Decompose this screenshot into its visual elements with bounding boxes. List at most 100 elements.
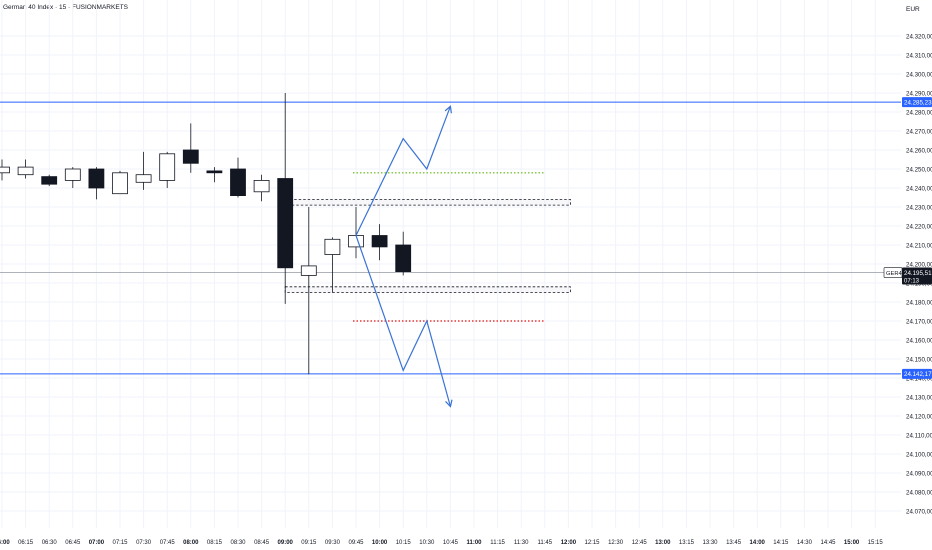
x-tick-label: 13:00: [655, 540, 671, 546]
candle[interactable]: [206, 167, 223, 183]
candle[interactable]: [277, 93, 294, 304]
candle-body: [88, 168, 105, 189]
y-tick-label: 24.160,00: [906, 338, 932, 345]
x-tick-label: 08:30: [230, 540, 246, 546]
bearish-path: [355, 235, 451, 407]
symbol-label: GER40: [886, 271, 905, 277]
candle[interactable]: [159, 151, 176, 188]
candle[interactable]: [395, 231, 412, 276]
countdown-label: 07:13: [904, 278, 920, 284]
x-tick-label: 07:45: [160, 540, 176, 546]
candle[interactable]: [371, 224, 388, 261]
x-axis: 06:00 06:15 06:30 06:45 07:00 07:15 07:30 07:45…: [0, 540, 883, 546]
candle[interactable]: [182, 123, 199, 173]
candle[interactable]: [17, 159, 34, 179]
candle-body: [112, 172, 128, 195]
y-tick-label: 24.110,00: [906, 433, 932, 440]
x-tick-label: 06:15: [18, 540, 34, 546]
candles-layer: [0, 93, 412, 375]
x-tick-label: 15:00: [844, 540, 860, 546]
y-tick-label: 24.200,00: [906, 262, 932, 269]
y-tick-label: 24.280,00: [906, 110, 932, 117]
targets-layer: [353, 172, 545, 322]
x-tick-label: 09:00: [278, 540, 294, 546]
x-tick-label: 07:15: [112, 540, 128, 546]
y-tick-label: 24.270,00: [906, 129, 932, 136]
candle-body: [41, 176, 58, 185]
upper-level-label: 24.285,23: [904, 99, 932, 106]
candle-body: [182, 149, 199, 164]
x-tick-label: 12:30: [608, 540, 624, 546]
x-tick-label: 06:45: [65, 540, 81, 546]
y-tick-label: 24.070,00: [906, 509, 932, 516]
x-tick-label: 07:30: [136, 540, 152, 546]
x-tick-label: 07:00: [89, 540, 105, 546]
x-tick-label: 09:45: [348, 540, 364, 546]
x-tick-label: 15:15: [868, 540, 884, 546]
x-tick-label: 10:00: [372, 540, 388, 546]
candle[interactable]: [324, 237, 341, 293]
x-tick-label: 06:30: [42, 540, 58, 546]
y-tick-label: 24.150,00: [906, 357, 932, 364]
y-tick-label: 24.240,00: [906, 186, 932, 193]
y-tick-label: 24.320,00: [906, 34, 932, 41]
candle-body: [253, 179, 270, 193]
x-tick-label: 09:30: [325, 540, 341, 546]
x-tick-label: 12:45: [632, 540, 648, 546]
x-tick-label: 14:30: [797, 540, 813, 546]
lower-level-label-bg: [902, 368, 932, 379]
arrowhead-icon: [445, 399, 453, 408]
candle-body: [0, 166, 10, 174]
current-price-label-bg: [902, 267, 932, 285]
lower-zone: [284, 286, 571, 293]
candle-body: [395, 244, 412, 273]
candle-body: [277, 178, 294, 269]
candle[interactable]: [230, 157, 246, 198]
candle-body: [230, 168, 246, 197]
candle[interactable]: [112, 170, 128, 195]
x-tick-label: 12:15: [584, 540, 600, 546]
candle[interactable]: [300, 207, 317, 375]
grid-layer: [0, 0, 901, 528]
y-tick-label: 24.080,00: [906, 490, 932, 497]
upper-level-label-bg: [902, 97, 932, 108]
y-tick-label: 24.220,00: [906, 224, 932, 231]
x-tick-label: 11:30: [514, 540, 529, 546]
x-tick-label: 13:45: [726, 540, 742, 546]
y-tick-label: 24.210,00: [906, 243, 932, 250]
y-tick-label: 24.180,00: [906, 300, 932, 307]
chart-title: German 40 Index · 15 · FUSIONMARKETS: [3, 4, 128, 11]
candle-body: [206, 170, 223, 174]
currency-label: EUR: [906, 6, 920, 13]
candle[interactable]: [41, 174, 58, 187]
candle-body: [324, 238, 341, 255]
x-tick-label: 11:45: [538, 540, 553, 546]
arrowhead-icon: [444, 105, 452, 114]
y-tick-label: 24.170,00: [906, 319, 932, 326]
y-tick-label: 24.290,00: [906, 91, 932, 98]
x-tick-label: 10:15: [396, 540, 412, 546]
candle[interactable]: [0, 159, 10, 181]
x-tick-label: 12:00: [561, 540, 577, 546]
x-tick-label: 08:15: [207, 540, 223, 546]
x-tick-label: 08:00: [183, 540, 199, 546]
candle[interactable]: [64, 167, 81, 188]
bullish-path: [355, 106, 451, 236]
candle[interactable]: [253, 174, 270, 202]
y-tick-label: 24.260,00: [906, 148, 932, 155]
candle-body: [135, 174, 152, 183]
x-tick-label: 10:45: [443, 540, 459, 546]
y-tick-label: 24.230,00: [906, 205, 932, 212]
x-tick-label: 13:15: [679, 540, 695, 546]
x-tick-label: 09:15: [301, 540, 317, 546]
candle[interactable]: [135, 151, 152, 190]
y-tick-label: 24.100,00: [906, 452, 932, 459]
candle-body: [159, 153, 176, 181]
candle[interactable]: [88, 167, 105, 200]
y-tick-label: 24.140,00: [906, 376, 932, 383]
x-tick-label: 11:15: [490, 540, 505, 546]
current-price-label: 24.195,51: [904, 270, 932, 277]
x-tick-label: 13:30: [702, 540, 718, 546]
